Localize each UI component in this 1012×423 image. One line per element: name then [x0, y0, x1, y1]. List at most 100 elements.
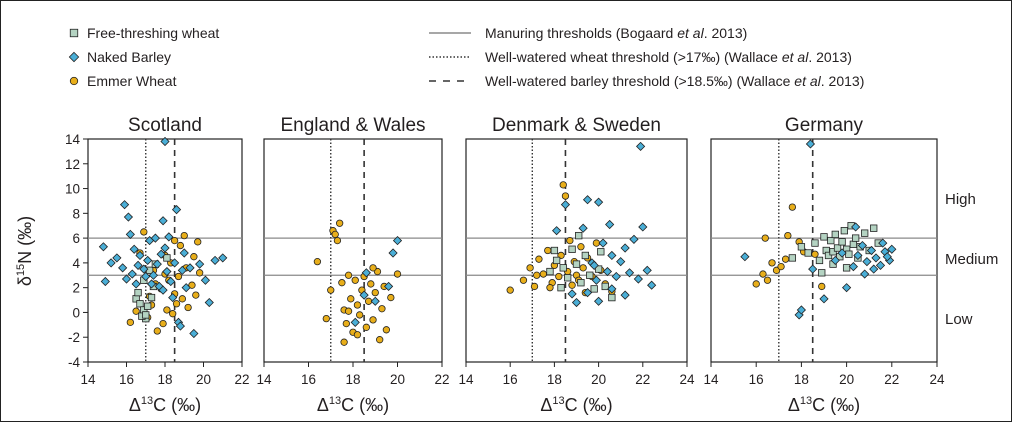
- point-naked-barley: [160, 243, 170, 253]
- legend-label-solid-threshold: Manuring thresholds (Bogaard et al. 2013…: [485, 25, 747, 41]
- point-emmer-wheat: [544, 246, 552, 255]
- legend-label-naked-barley: Naked Barley: [87, 49, 171, 65]
- point-free-threshing-wheat: [788, 254, 797, 262]
- point-free-threshing-wheat: [831, 230, 839, 239]
- point-naked-barley: [582, 288, 593, 298]
- point-emmer-wheat: [367, 280, 375, 288]
- legend-label-dashed-threshold: Well-watered barley threshold (>18.5‰) (…: [485, 73, 864, 89]
- point-emmer-wheat: [382, 326, 391, 334]
- text-span: et al: [677, 25, 704, 41]
- point-emmer-wheat: [506, 286, 514, 294]
- point-emmer-wheat: [340, 338, 348, 346]
- point-free-threshing-wheat: [824, 251, 833, 260]
- point-naked-barley: [135, 250, 145, 261]
- point-emmer-wheat: [371, 288, 379, 297]
- point-naked-barley: [629, 234, 639, 244]
- point-naked-barley: [98, 242, 108, 252]
- point-emmer-wheat: [335, 219, 344, 227]
- x-tick-label: 20: [390, 372, 405, 387]
- point-naked-barley: [181, 283, 191, 293]
- point-naked-barley: [620, 290, 630, 300]
- point-free-threshing-wheat: [804, 249, 812, 257]
- point-naked-barley: [119, 200, 130, 210]
- point-emmer-wheat: [393, 270, 402, 278]
- point-naked-barley: [647, 280, 657, 290]
- point-naked-barley: [882, 252, 892, 262]
- text-span: δ: [15, 276, 35, 286]
- point-emmer-wheat: [170, 236, 179, 245]
- legend-label-emmer-wheat: Emmer Wheat: [87, 73, 177, 89]
- point-emmer-wheat: [519, 276, 528, 284]
- point-naked-barley: [594, 197, 604, 207]
- point-emmer-wheat: [777, 262, 785, 271]
- point-naked-barley: [857, 240, 868, 251]
- point-naked-barley: [162, 266, 172, 277]
- point-free-threshing-wheat: [840, 227, 848, 235]
- point-emmer-wheat: [535, 255, 543, 263]
- point-naked-barley: [635, 141, 646, 152]
- point-emmer-wheat: [140, 228, 148, 236]
- text-span: 13: [329, 395, 341, 407]
- point-naked-barley: [869, 264, 879, 274]
- point-emmer-wheat: [153, 327, 161, 335]
- point-free-threshing-wheat: [829, 248, 837, 256]
- point-emmer-wheat: [752, 280, 760, 288]
- point-emmer-wheat: [387, 293, 395, 302]
- text-span: Manuring thresholds (Bogaard: [485, 25, 677, 41]
- x-tick-label: 22: [434, 372, 449, 387]
- point-naked-barley: [589, 260, 599, 270]
- point-naked-barley: [361, 268, 371, 278]
- text-span: Δ: [540, 395, 552, 415]
- point-naked-barley: [150, 233, 160, 243]
- legend-label-free-threshing-wheat: Free-threshing wheat: [87, 25, 219, 41]
- point-naked-barley: [805, 139, 816, 149]
- point-naked-barley: [200, 275, 211, 285]
- point-emmer-wheat: [555, 272, 563, 281]
- point-emmer-wheat: [533, 271, 541, 279]
- point-emmer-wheat: [342, 319, 350, 328]
- point-naked-barley: [853, 250, 863, 261]
- point-naked-barley: [160, 136, 170, 147]
- point-emmer-wheat: [788, 203, 797, 211]
- point-emmer-wheat: [356, 311, 364, 319]
- point-naked-barley: [611, 271, 621, 282]
- point-free-threshing-wheat: [144, 302, 152, 310]
- x-tick-label: 22: [635, 372, 650, 387]
- panel-title: Germany: [785, 115, 864, 136]
- x-tick-label: 18: [345, 372, 360, 387]
- panel-germany: 14 16 18 20 22 24 Germany Δ13C (‰): [703, 115, 945, 415]
- point-free-threshing-wheat: [797, 243, 806, 251]
- point-free-threshing-wheat: [838, 238, 846, 246]
- point-emmer-wheat: [351, 276, 359, 284]
- point-naked-barley: [837, 248, 847, 258]
- text-span: . 2013): [704, 25, 748, 41]
- panel-england-wales: 14 16 18 20 22 England & Wales Δ13C (‰): [256, 115, 449, 415]
- point-emmer-wheat: [178, 295, 186, 303]
- point-naked-barley: [851, 222, 861, 232]
- panel-denmark-sweden: 14 16 18 20 22 24 Denmark & Sweden Δ13C (‰): [458, 115, 695, 415]
- legend-marker-emmer-wheat: [69, 76, 79, 86]
- point-naked-barley: [127, 269, 137, 279]
- point-naked-barley: [100, 276, 110, 287]
- point-naked-barley: [170, 258, 180, 268]
- point-naked-barley: [168, 292, 178, 303]
- point-naked-barley: [350, 317, 360, 327]
- legend-marker-naked-barley: [68, 51, 80, 63]
- x-tick-label: 14: [256, 372, 272, 387]
- text-span: C (‰): [153, 395, 201, 415]
- point-naked-barley: [152, 259, 162, 269]
- point-naked-barley: [384, 281, 394, 292]
- x-tick-label: 14: [703, 372, 719, 387]
- point-naked-barley: [848, 262, 858, 272]
- point-naked-barley: [866, 245, 877, 256]
- point-free-threshing-wheat: [870, 224, 878, 232]
- point-emmer-wheat: [195, 269, 204, 277]
- x-tick-label: 16: [749, 372, 764, 387]
- point-free-threshing-wheat: [142, 311, 150, 319]
- point-free-threshing-wheat: [590, 285, 598, 293]
- x-axis-label: Δ13C (‰): [788, 395, 860, 415]
- point-free-threshing-wheat: [820, 233, 828, 241]
- point-emmer-wheat: [322, 314, 330, 323]
- point-naked-barley: [133, 260, 143, 270]
